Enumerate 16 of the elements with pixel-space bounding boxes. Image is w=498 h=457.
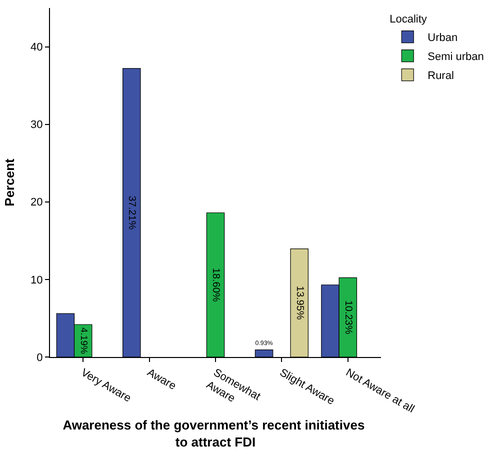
data-label: 4.19%	[78, 328, 89, 354]
x-axis-title: Awareness of the government’s recent initiatives to attract FDI	[62, 417, 368, 450]
data-label: 18.60%	[210, 268, 221, 302]
data-label: 13.95%	[294, 286, 305, 320]
y-tick-label: 30	[30, 119, 43, 132]
data-label: 37.21%	[126, 196, 138, 230]
y-axis-title: Percent	[2, 158, 17, 206]
y-tick-label: 20	[30, 196, 43, 209]
legend-label: Semi urban	[428, 51, 484, 64]
legend-label: Rural	[428, 70, 454, 82]
legend-title: Locality	[390, 13, 428, 26]
y-tick-label: 40	[30, 42, 43, 54]
y-tick-label: 10	[30, 274, 43, 286]
data-label: 10.23%	[342, 300, 354, 334]
y-tick-label: 0	[36, 352, 43, 364]
legend-label: Urban	[428, 32, 458, 44]
